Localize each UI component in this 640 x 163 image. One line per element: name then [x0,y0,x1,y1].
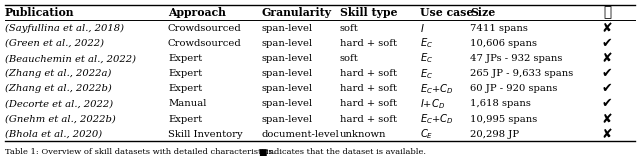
Text: (Green et al., 2022): (Green et al., 2022) [5,39,104,48]
Text: span-level: span-level [262,99,313,108]
Text: ✔: ✔ [602,67,612,80]
Text: document-level: document-level [262,130,340,139]
Text: Skill Inventory: Skill Inventory [168,130,243,139]
Text: unknown: unknown [340,130,387,139]
Text: hard + soft: hard + soft [340,99,397,108]
Text: Table 1: Overview of skill datasets with detailed characteristics.: Table 1: Overview of skill datasets with… [5,148,275,156]
Text: soft: soft [340,24,359,33]
Text: (Decorte et al., 2022): (Decorte et al., 2022) [5,99,113,108]
Text: ■: ■ [258,148,266,156]
Text: Crowdsourced: Crowdsourced [168,39,242,48]
Text: $E_C$+$C_D$: $E_C$+$C_D$ [420,82,454,96]
Text: Granularity: Granularity [262,7,332,17]
Text: ✘: ✘ [602,113,612,126]
Text: Expert: Expert [168,84,202,93]
Text: 60 JP - 920 spans: 60 JP - 920 spans [470,84,557,93]
Text: Crowdsourced: Crowdsourced [168,24,242,33]
Text: (Zhang et al., 2022b): (Zhang et al., 2022b) [5,84,112,93]
Text: 20,298 JP: 20,298 JP [470,130,519,139]
Text: 10,606 spans: 10,606 spans [470,39,537,48]
Text: Approach: Approach [168,7,226,17]
Text: span-level: span-level [262,69,313,78]
Text: Expert: Expert [168,54,202,63]
Text: Expert: Expert [168,115,202,124]
Text: (Bhola et al., 2020): (Bhola et al., 2020) [5,130,102,139]
Text: (Zhang et al., 2022a): (Zhang et al., 2022a) [5,69,111,78]
Text: ✘: ✘ [602,52,612,65]
Text: span-level: span-level [262,84,313,93]
Text: Skill type: Skill type [340,7,397,17]
Text: 📖: 📖 [603,5,611,19]
Text: hard + soft: hard + soft [340,69,397,78]
Text: hard + soft: hard + soft [340,115,397,124]
Text: Size: Size [470,7,495,17]
Text: 1,618 spans: 1,618 spans [470,99,531,108]
Text: indicates that the dataset is available.: indicates that the dataset is available. [266,148,426,156]
Text: ✘: ✘ [602,128,612,141]
Text: 7411 spans: 7411 spans [470,24,528,33]
Text: $I$+$C_D$: $I$+$C_D$ [420,97,445,111]
Text: 265 JP - 9,633 spans: 265 JP - 9,633 spans [470,69,573,78]
Text: ✘: ✘ [602,22,612,35]
Text: span-level: span-level [262,39,313,48]
Text: $E_C$: $E_C$ [420,67,433,81]
Text: (Gnehm et al., 2022b): (Gnehm et al., 2022b) [5,115,116,124]
Text: soft: soft [340,54,359,63]
Text: Use case: Use case [420,7,474,17]
Text: span-level: span-level [262,24,313,33]
Text: $E_C$: $E_C$ [420,52,433,66]
Text: ✔: ✔ [602,97,612,111]
Text: span-level: span-level [262,54,313,63]
Text: ✔: ✔ [602,82,612,95]
Text: $E_C$: $E_C$ [420,37,433,50]
Text: span-level: span-level [262,115,313,124]
Text: (Beauchemin et al., 2022): (Beauchemin et al., 2022) [5,54,136,63]
Text: (Sayfullina et al., 2018): (Sayfullina et al., 2018) [5,24,124,33]
Text: ✔: ✔ [602,37,612,50]
Text: 47 JPs - 932 spans: 47 JPs - 932 spans [470,54,563,63]
Text: $I$: $I$ [420,22,425,34]
Text: hard + soft: hard + soft [340,84,397,93]
Text: Expert: Expert [168,69,202,78]
Text: Manual: Manual [168,99,206,108]
Text: $E_C$+$C_D$: $E_C$+$C_D$ [420,112,454,126]
Text: 10,995 spans: 10,995 spans [470,115,537,124]
Text: hard + soft: hard + soft [340,39,397,48]
Text: $C_E$: $C_E$ [420,127,433,141]
Text: Publication: Publication [5,7,74,17]
